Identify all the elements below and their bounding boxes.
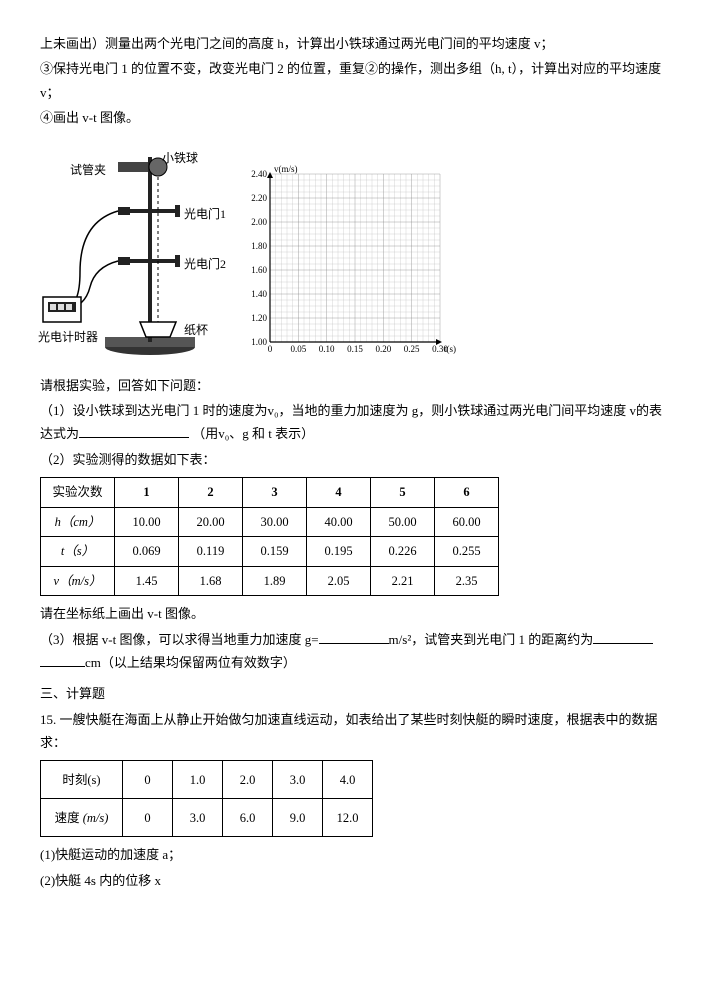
svg-text:2.20: 2.20 xyxy=(251,193,267,203)
table1-cell: 1.45 xyxy=(115,566,179,596)
table1-cell: v（m/s） xyxy=(41,566,115,596)
table1-cell: 30.00 xyxy=(243,507,307,537)
q1-blank xyxy=(79,425,189,438)
svg-text:0.20: 0.20 xyxy=(375,344,391,354)
table1-cell: 0.195 xyxy=(307,537,371,567)
svg-text:2.00: 2.00 xyxy=(251,217,267,227)
table1-header-cell: 5 xyxy=(371,478,435,508)
data-table-2: 时刻(s)01.02.03.04.0 速度 (m/s)03.06.09.012.… xyxy=(40,760,373,837)
table1-cell: 1.89 xyxy=(243,566,307,596)
question-15: 15. 一艘快艇在海面上从静止开始做匀加速直线运动，如表给出了某些时刻快艇的瞬时… xyxy=(40,708,663,755)
table2-cell: 2.0 xyxy=(223,761,273,799)
table2-cell: 3.0 xyxy=(173,799,223,837)
label-cup: 纸杯 xyxy=(184,320,208,342)
table1-cell: 2.05 xyxy=(307,566,371,596)
svg-text:0.10: 0.10 xyxy=(319,344,335,354)
table1-cell: 0.226 xyxy=(371,537,435,567)
intro-line-1: 上未画出）测量出两个光电门之间的高度 h，计算出小铁球通过两光电门间的平均速度 … xyxy=(40,32,663,55)
table1-cell: 2.21 xyxy=(371,566,435,596)
label-timer: 光电计时器 xyxy=(38,327,98,349)
table2-cell: 6.0 xyxy=(223,799,273,837)
table1-header-cell: 3 xyxy=(243,478,307,508)
q3-blank2 xyxy=(593,631,653,644)
svg-text:0: 0 xyxy=(268,344,273,354)
table1-cell: t（s） xyxy=(41,537,115,567)
table1-cell: 0.159 xyxy=(243,537,307,567)
question-3: （3）根据 v-t 图像，可以求得当地重力加速度 g= m/s²，试管夹到光电门 … xyxy=(40,628,663,675)
table2-cell: 0 xyxy=(123,761,173,799)
intro-line-2: ③保持光电门 1 的位置不变，改变光电门 2 的位置，重复②的操作，测出多组（h… xyxy=(40,57,663,104)
table2-cell: 4.0 xyxy=(323,761,373,799)
figure-area: 小铁球 试管夹 光电门1 光电门2 纸杯 光电计时器 1.001.201.401… xyxy=(40,142,663,362)
table2-cell: 速度 (m/s) xyxy=(41,799,123,837)
label-ball: 小铁球 xyxy=(162,148,198,170)
prompt-line: 请根据实验，回答如下问题： xyxy=(40,374,663,397)
apparatus-diagram: 小铁球 试管夹 光电门1 光电门2 纸杯 光电计时器 xyxy=(40,142,220,362)
table1-cell: 0.255 xyxy=(435,537,499,567)
sub-question-2: (2)快艇 4s 内的位移 x xyxy=(40,869,663,892)
question-2b: 请在坐标纸上画出 v-t 图像。 xyxy=(40,602,663,625)
table1-header-cell: 4 xyxy=(307,478,371,508)
svg-text:1.60: 1.60 xyxy=(251,265,267,275)
table1-cell: 50.00 xyxy=(371,507,435,537)
label-clamp: 试管夹 xyxy=(70,160,106,182)
svg-text:1.20: 1.20 xyxy=(251,313,267,323)
label-gate1: 光电门1 xyxy=(184,204,226,226)
table1-cell: 40.00 xyxy=(307,507,371,537)
sub-question-1: (1)快艇运动的加速度 a； xyxy=(40,843,663,866)
table2-cell: 0 xyxy=(123,799,173,837)
table2-cell: 时刻(s) xyxy=(41,761,123,799)
q3-blank1 xyxy=(319,631,389,644)
data-table-1: 实验次数123456 h（cm）10.0020.0030.0040.0050.0… xyxy=(40,477,499,596)
svg-text:0.25: 0.25 xyxy=(404,344,420,354)
label-gate2: 光电门2 xyxy=(184,254,226,276)
table1-header-cell: 实验次数 xyxy=(41,478,115,508)
svg-text:1.80: 1.80 xyxy=(251,241,267,251)
svg-text:t(s): t(s) xyxy=(444,344,456,354)
svg-text:1.40: 1.40 xyxy=(251,289,267,299)
table2-cell: 3.0 xyxy=(273,761,323,799)
question-2: （2）实验测得的数据如下表： xyxy=(40,448,663,471)
section-3-header: 三、计算题 xyxy=(40,682,663,705)
svg-text:v(m/s): v(m/s) xyxy=(274,164,298,174)
table1-cell: h（cm） xyxy=(41,507,115,537)
table2-cell: 12.0 xyxy=(323,799,373,837)
svg-text:1.00: 1.00 xyxy=(251,337,267,347)
table2-cell: 1.0 xyxy=(173,761,223,799)
q3-unit: m/s²，试管夹到光电门 1 的距离约为 xyxy=(389,632,594,647)
question-1: （1）设小铁球到达光电门 1 时的速度为v₀，当地的重力加速度为 g，则小铁球通… xyxy=(40,399,663,446)
table1-cell: 60.00 xyxy=(435,507,499,537)
q1-part2: （用v₀、g 和 t 表示） xyxy=(192,426,314,441)
table1-header-cell: 2 xyxy=(179,478,243,508)
table1-cell: 0.119 xyxy=(179,537,243,567)
svg-text:0.05: 0.05 xyxy=(290,344,306,354)
table1-cell: 1.68 xyxy=(179,566,243,596)
svg-text:0.15: 0.15 xyxy=(347,344,363,354)
table1-cell: 10.00 xyxy=(115,507,179,537)
vt-chart: 1.00 1.20 1.40 1.60 1.80 2.00 2.20 2.40 0 0.05 0.1… xyxy=(238,162,458,362)
table1-header-cell: 1 xyxy=(115,478,179,508)
table2-cell: 9.0 xyxy=(273,799,323,837)
q3-blank3 xyxy=(40,654,85,667)
q3-part2: cm（以上结果均保留两位有效数字） xyxy=(85,655,296,670)
svg-text:2.40: 2.40 xyxy=(251,169,267,179)
q3-part1: （3）根据 v-t 图像，可以求得当地重力加速度 g= xyxy=(40,632,319,647)
table1-cell: 2.35 xyxy=(435,566,499,596)
table1-header-cell: 6 xyxy=(435,478,499,508)
intro-line-3: ④画出 v-t 图像。 xyxy=(40,106,663,129)
table1-cell: 0.069 xyxy=(115,537,179,567)
table1-cell: 20.00 xyxy=(179,507,243,537)
